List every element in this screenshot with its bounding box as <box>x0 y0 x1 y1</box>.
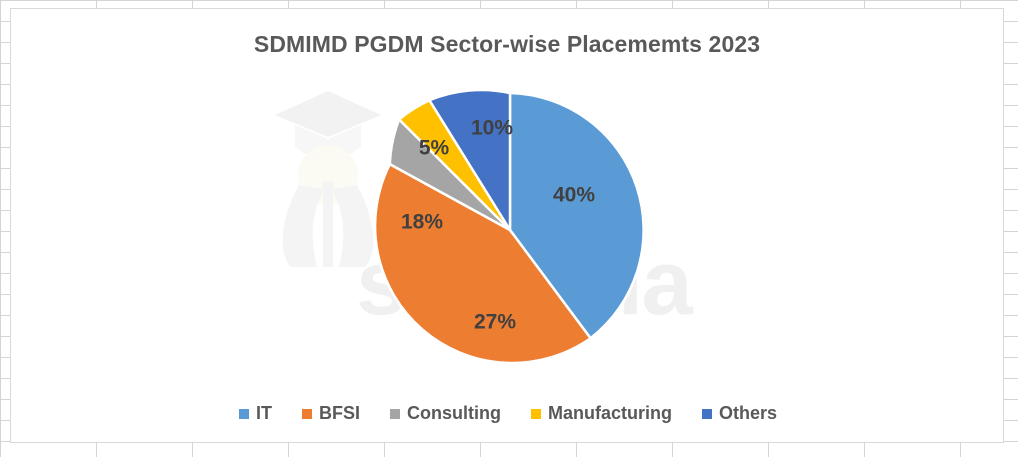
legend-label: Consulting <box>407 403 501 423</box>
legend-item-bfsi[interactable]: BFSI <box>301 403 360 424</box>
pie-chart-object[interactable]: shiksha SDMIMD PGDM Sector-wise Placemem… <box>10 8 1004 443</box>
legend-label: Manufacturing <box>547 403 672 423</box>
pie-svg: 40% 27% 18% 5% 10% <box>373 88 645 365</box>
pie-slice-it[interactable] <box>508 91 645 341</box>
plot-area: 40% 27% 18% 5% 10% <box>11 85 1003 385</box>
pie-slice-others[interactable] <box>427 88 512 235</box>
legend-swatch-icon <box>238 408 249 419</box>
legend-swatch-icon <box>701 408 712 419</box>
chart-title: SDMIMD PGDM Sector-wise Placememts 2023 <box>253 31 761 57</box>
data-label-consulting: 18% <box>401 211 443 234</box>
data-label-it: 40% <box>553 184 595 207</box>
legend-swatch-icon <box>390 408 400 419</box>
legend-label: BFSI <box>318 403 360 423</box>
pie-slice-bfsi[interactable] <box>373 162 593 365</box>
legend-item-consulting[interactable]: Consulting <box>390 403 501 424</box>
data-label-manufacturing: 5% <box>419 137 450 160</box>
pie-slices <box>373 88 645 365</box>
chart-legend: IT BFSI Consulting Manufacturing Others <box>11 403 1003 424</box>
legend-swatch-icon <box>530 408 541 419</box>
legend-item-it[interactable]: IT <box>238 403 272 424</box>
legend-swatch-icon <box>301 408 312 419</box>
legend-label: IT <box>255 403 272 423</box>
legend-item-others[interactable]: Others <box>701 403 778 424</box>
data-label-bfsi: 27% <box>474 311 516 334</box>
data-label-others: 10% <box>471 117 513 140</box>
pie-data-labels: 40% 27% 18% 5% 10% <box>401 117 595 334</box>
legend-label: Others <box>718 403 778 423</box>
legend-item-manufacturing[interactable]: Manufacturing <box>530 403 672 424</box>
